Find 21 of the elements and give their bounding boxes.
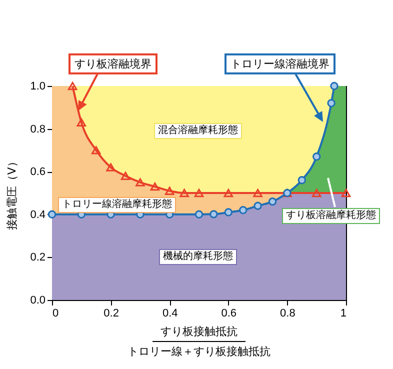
x-tick-label: 0	[52, 308, 59, 320]
annotation: すり板溶融摩耗形態	[282, 208, 380, 224]
x-tick-label: 0.4	[162, 308, 178, 320]
text: すり板溶融境界	[68, 53, 158, 75]
x-tick-label: 0.2	[104, 308, 119, 320]
annotation: トロリー線溶融摩耗形態	[58, 197, 176, 213]
annotation: 機械的摩耗形態	[159, 249, 237, 265]
y-tick-label: 0.0	[30, 294, 46, 306]
y-tick-label: 0.6	[30, 166, 46, 178]
y-tick-label: 0.8	[30, 123, 46, 136]
text: トロリー線溶融境界	[224, 53, 336, 75]
text: トロリー線＋すり板接触抵抗	[128, 344, 270, 359]
x-axis-title: すり板接触抵抗	[152, 324, 246, 342]
y-tick-label: 0.4	[30, 208, 46, 221]
x-tick-label: 0.6	[221, 308, 237, 320]
y-tick-label: 1.0	[30, 80, 46, 92]
x-tick-label: 0.8	[280, 308, 296, 320]
x-tick-label: 1	[340, 308, 346, 320]
y-tick-label: 0.2	[30, 252, 46, 264]
annotation: 混合溶融摩耗形態	[154, 123, 242, 139]
y-axis-title: 接触電圧（V）	[4, 156, 20, 230]
